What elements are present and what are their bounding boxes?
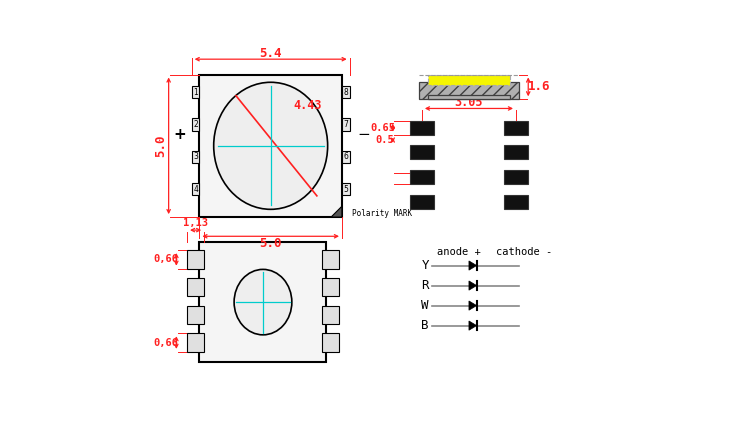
Text: 1,13: 1,13 — [183, 218, 208, 228]
Text: 0,66: 0,66 — [153, 338, 178, 347]
Text: Y: Y — [422, 259, 429, 272]
Ellipse shape — [234, 269, 292, 335]
Bar — [322, 305, 339, 324]
Text: 4.43: 4.43 — [294, 99, 322, 112]
Bar — [410, 195, 434, 208]
Text: 5.0: 5.0 — [154, 135, 168, 157]
Bar — [192, 183, 199, 196]
Bar — [410, 170, 434, 184]
Bar — [192, 118, 199, 131]
Bar — [187, 278, 204, 296]
Polygon shape — [469, 281, 476, 290]
Ellipse shape — [213, 82, 327, 209]
Text: cathode -: cathode - — [496, 247, 552, 257]
Text: 0.5: 0.5 — [376, 135, 395, 145]
Text: 1: 1 — [193, 88, 198, 97]
Text: Polarity MARK: Polarity MARK — [352, 208, 412, 218]
Bar — [322, 250, 339, 269]
Text: +: + — [173, 127, 186, 142]
Bar — [192, 86, 199, 98]
Bar — [503, 145, 528, 159]
Text: 3: 3 — [193, 152, 198, 161]
Text: 0,66: 0,66 — [153, 254, 178, 264]
Text: 8: 8 — [343, 88, 348, 97]
Text: 6: 6 — [343, 152, 348, 161]
Text: 0.65: 0.65 — [370, 123, 395, 133]
Text: −: − — [357, 127, 370, 142]
Bar — [410, 121, 434, 135]
Bar — [199, 75, 342, 217]
Bar — [187, 250, 204, 269]
Bar — [428, 95, 510, 99]
Bar — [199, 242, 327, 362]
Polygon shape — [469, 301, 476, 310]
Text: anode +: anode + — [437, 247, 480, 257]
Bar — [503, 170, 528, 184]
Bar — [503, 121, 528, 135]
Bar — [503, 195, 528, 208]
Text: 4: 4 — [193, 185, 198, 194]
Bar — [428, 75, 510, 85]
Bar — [322, 333, 339, 352]
Text: 5.4: 5.4 — [259, 46, 282, 60]
Bar — [322, 278, 339, 296]
Text: 5: 5 — [343, 185, 348, 194]
Bar — [410, 145, 434, 159]
Bar — [187, 305, 204, 324]
Bar — [187, 333, 204, 352]
Bar — [342, 86, 350, 98]
Bar — [342, 118, 350, 131]
Text: 5.0: 5.0 — [259, 238, 282, 251]
Text: 1.6: 1.6 — [528, 80, 551, 94]
Text: W: W — [422, 299, 429, 312]
Bar — [419, 82, 519, 99]
Text: 7: 7 — [343, 120, 348, 129]
Text: 2: 2 — [193, 120, 198, 129]
Polygon shape — [469, 261, 476, 270]
Polygon shape — [469, 321, 476, 330]
Text: R: R — [422, 279, 429, 292]
Polygon shape — [331, 206, 342, 217]
Text: 3.05: 3.05 — [455, 96, 483, 109]
Bar — [342, 183, 350, 196]
Bar — [342, 151, 350, 163]
Text: B: B — [422, 319, 429, 332]
Bar — [192, 151, 199, 163]
